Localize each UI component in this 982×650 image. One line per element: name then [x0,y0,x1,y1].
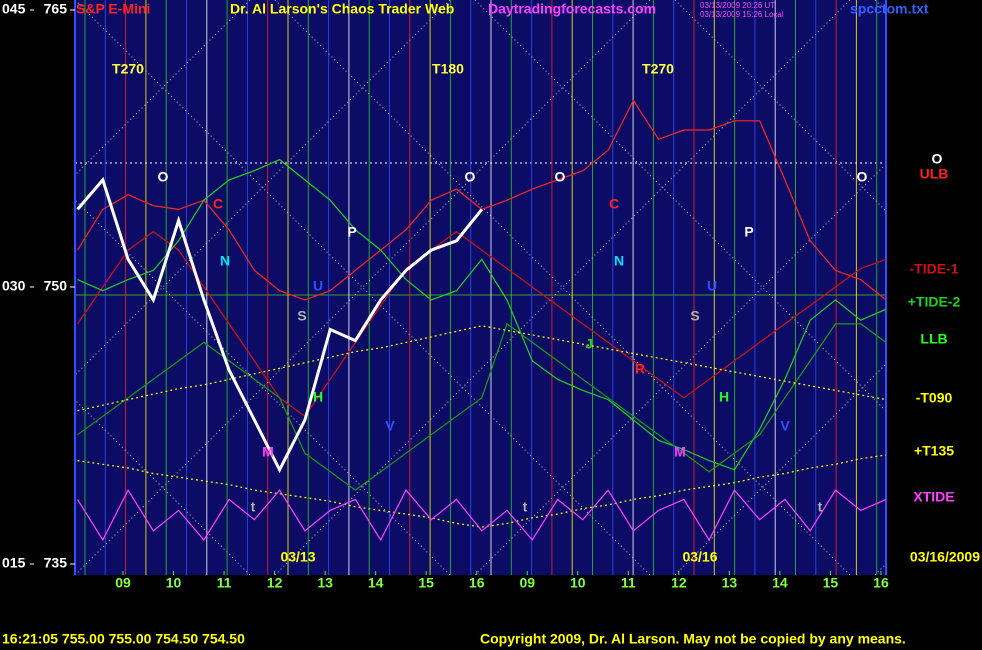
event-marker: M [262,444,274,460]
timestamp: 03/13/2009 15:26 Local [700,10,784,19]
x-tick-label: 14 [772,575,788,591]
date-label: 03/16 [682,549,717,565]
event-marker: H [313,389,323,405]
x-tick-label: 11 [217,575,232,591]
event-marker: O [555,169,566,185]
event-marker: C [213,196,223,212]
series-line [77,158,887,471]
x-tick-label: 15 [418,575,434,591]
x-tick-label: 10 [166,575,182,591]
x-tick-label: 12 [671,575,687,591]
x-tick-label: 13 [317,575,333,591]
event-marker: J [585,336,593,352]
event-marker: N [220,253,230,269]
plot-edge [0,0,75,575]
timestamp: 03/13/2009 20:26 UT [700,1,775,10]
legend-label: +T135 [914,443,954,459]
event-marker: V [385,418,395,434]
site-title: Dr. Al Larson's Chaos Trader Web [230,1,454,17]
price-line [76,176,483,474]
x-tick-label: 13 [722,575,738,591]
series-line [77,322,887,491]
x-tick-label: 09 [519,575,535,591]
y-tick-label: 735 [44,555,68,571]
event-marker: t [523,499,528,515]
y2-tick-label: 045 [2,1,26,17]
file-name: spcctom.txt [850,1,929,17]
site-url: Daytradingforecasts.com [488,1,656,17]
cycle-label: T270 [642,61,674,77]
event-marker: U [707,278,717,294]
legend-label: +TIDE-2 [908,294,961,310]
event-marker: S [690,308,699,324]
series-line [77,454,887,528]
y2-tick-label: 015 [2,555,26,571]
y-tick-label: 765 [44,1,68,17]
x-tick-label: 15 [823,575,839,591]
event-marker: U [313,278,323,294]
event-marker: S [297,308,306,324]
event-marker: N [614,253,624,269]
plot-area [75,0,886,575]
plot-edge [886,0,982,575]
plot-edge [0,575,982,650]
legend-label: ULB [920,166,949,182]
series-line [76,488,887,542]
date-label: 03/16/2009 [910,549,980,565]
x-tick-label: 14 [368,575,384,591]
x-tick-label: 10 [570,575,586,591]
event-marker: M [674,444,686,460]
date-label: 03/13 [280,549,315,565]
legend-label: -T090 [916,390,953,406]
event-marker: R [635,361,645,377]
legend-label: LLB [920,331,947,347]
y2-tick-label: 030 [2,278,26,294]
event-marker: O [857,169,868,185]
legend-label: XTIDE [913,489,954,505]
event-marker: P [744,224,753,240]
event-marker: P [347,224,356,240]
event-marker: t [251,499,256,515]
series-line [77,230,887,418]
event-marker: O [158,169,169,185]
x-tick-label: 09 [115,575,131,591]
event-marker: O [465,169,476,185]
status-line: 16:21:05 755.00 755.00 754.50 754.50 [2,631,245,647]
event-marker: O [932,151,943,167]
x-tick-label: 12 [267,575,283,591]
y-tick-label: 750 [44,278,68,294]
cycle-label: T180 [432,61,464,77]
x-tick-label: 16 [873,575,889,591]
event-marker: V [780,418,790,434]
event-marker: t [818,499,823,515]
event-marker: H [719,389,729,405]
chart-title: S&P E-Mini [76,1,150,17]
x-tick-label: 11 [621,575,636,591]
legend-label: -TIDE-1 [910,261,959,277]
marks [76,99,887,542]
cycle-label: T270 [112,61,144,77]
x-tick-label: 16 [469,575,485,591]
event-marker: C [609,196,619,212]
copyright: Copyright 2009, Dr. Al Larson. May not b… [480,631,906,647]
